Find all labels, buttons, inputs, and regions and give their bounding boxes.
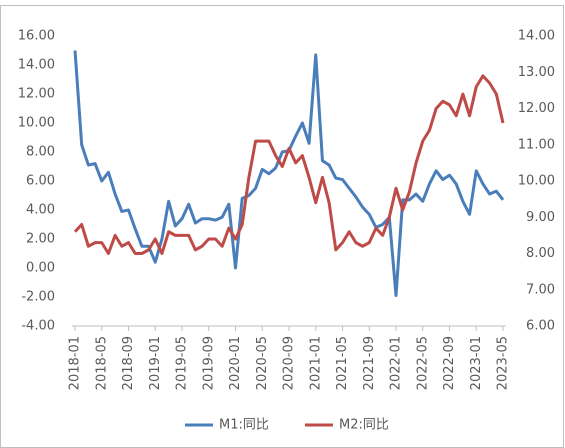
y-tick-label: 6.00 bbox=[26, 174, 55, 189]
y2-tick-label: 10.00 bbox=[518, 174, 555, 189]
x-tick-label: 2022-05 bbox=[415, 336, 430, 390]
y2-tick-label: 12.00 bbox=[518, 101, 555, 116]
y-tick-label: 2.00 bbox=[26, 232, 55, 247]
x-tick-label: 2023-01 bbox=[469, 336, 484, 390]
x-tick-label: 2018-01 bbox=[68, 336, 83, 390]
x-tick-label: 2021-05 bbox=[335, 336, 350, 390]
legend-label: M2:同比 bbox=[339, 418, 389, 433]
y-tick-label: -4.00 bbox=[21, 319, 55, 334]
y2-tick-label: 9.00 bbox=[526, 210, 555, 225]
legend-label: M1:同比 bbox=[219, 418, 269, 433]
x-tick-label: 2019-01 bbox=[148, 336, 163, 390]
y2-tick-label: 8.00 bbox=[526, 246, 555, 261]
x-tick-label: 2020-05 bbox=[255, 336, 270, 390]
y-tick-label: -2.00 bbox=[21, 290, 55, 305]
y2-tick-label: 7.00 bbox=[526, 282, 555, 297]
x-tick-label: 2021-09 bbox=[362, 336, 377, 390]
x-tick-label: 2021-01 bbox=[308, 336, 323, 390]
y-tick-label: 14.00 bbox=[18, 58, 55, 73]
x-tick-label: 2018-09 bbox=[121, 336, 136, 390]
y-tick-label: 10.00 bbox=[18, 116, 55, 131]
x-tick-label: 2019-09 bbox=[201, 336, 216, 390]
x-tick-label: 2022-01 bbox=[389, 336, 404, 390]
series-line bbox=[73, 74, 505, 255]
y2-tick-label: 6.00 bbox=[526, 319, 555, 334]
y-tick-label: 8.00 bbox=[26, 145, 55, 160]
x-tick-label: 2022-09 bbox=[442, 336, 457, 390]
y2-tick-label: 13.00 bbox=[518, 65, 555, 80]
y-tick-label: 4.00 bbox=[26, 203, 55, 218]
x-tick-label: 2019-05 bbox=[175, 336, 190, 390]
y2-tick-label: 11.00 bbox=[518, 137, 555, 152]
y-tick-label: 0.00 bbox=[26, 261, 55, 276]
x-tick-label: 2020-09 bbox=[282, 336, 297, 390]
series-line bbox=[73, 50, 505, 298]
x-tick-label: 2023-05 bbox=[496, 336, 511, 390]
y-tick-label: 16.00 bbox=[18, 29, 55, 44]
x-tick-label: 2018-05 bbox=[94, 336, 109, 390]
x-tick-label: 2020-01 bbox=[228, 336, 243, 390]
y-tick-label: 12.00 bbox=[18, 87, 55, 102]
y2-tick-label: 14.00 bbox=[518, 29, 555, 44]
